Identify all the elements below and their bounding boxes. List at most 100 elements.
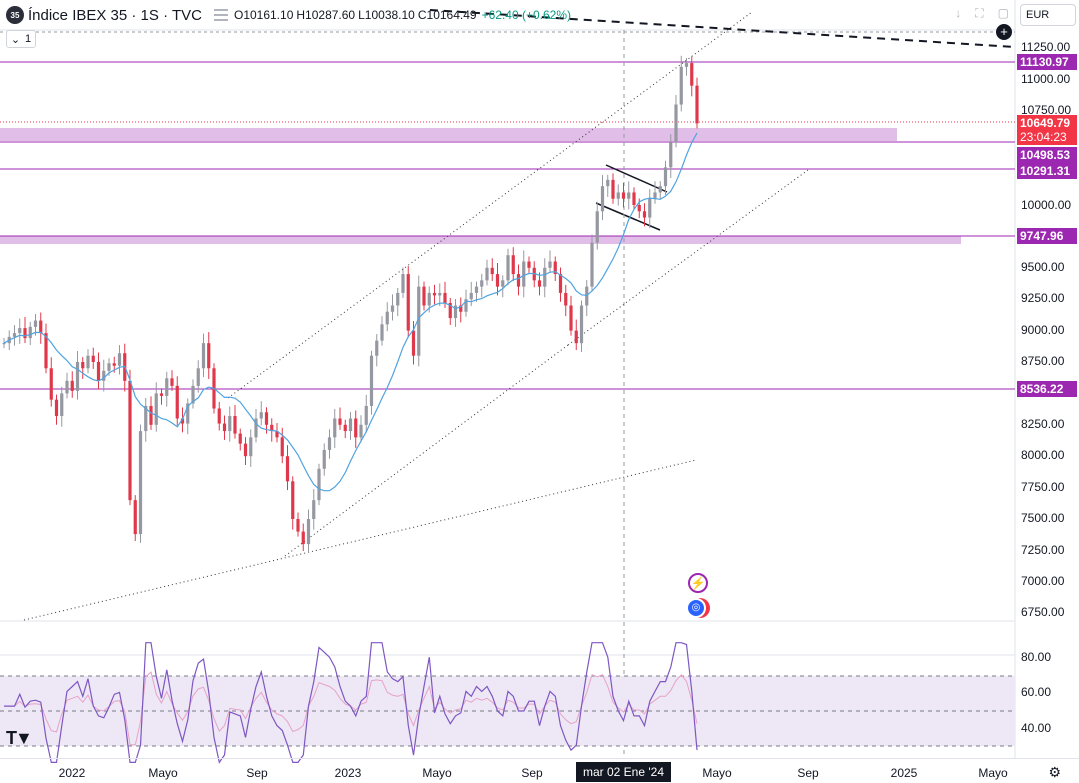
candle-body — [128, 380, 132, 501]
symbol-title[interactable]: Índice IBEX 35 · 1S · TVC — [28, 6, 202, 24]
candle-body — [138, 431, 143, 535]
candle-body — [333, 418, 337, 438]
candle-body — [422, 286, 426, 306]
candle-body — [175, 385, 179, 419]
time-tick: Mayo — [978, 766, 1008, 780]
candle-body — [228, 416, 232, 432]
settings-gear-icon[interactable]: ⚙ — [1048, 764, 1061, 780]
candle-body — [595, 211, 599, 243]
symbol-badge[interactable]: 35 — [6, 6, 24, 24]
down-arrow-icon[interactable]: ↓ — [955, 6, 962, 20]
ohlc-low: L10038.10 — [358, 8, 415, 22]
price-axis[interactable]: 11250.00 11000.00 10750.00 10000.00 9500… — [1015, 30, 1079, 758]
candle-body — [18, 328, 22, 334]
lightning-event-icon[interactable]: ⚡ — [688, 573, 708, 593]
add-plus-icon[interactable]: + — [996, 24, 1012, 40]
candle-body — [585, 286, 589, 306]
candle-body — [658, 186, 662, 193]
candle-body — [385, 311, 389, 325]
resistance-zone — [0, 128, 897, 141]
candle-body — [364, 405, 368, 425]
fullscreen-icon[interactable]: ▢ — [997, 6, 1009, 20]
maximize-icon[interactable]: ⛶ — [975, 6, 984, 20]
candle-body — [642, 211, 647, 218]
candle-body — [144, 405, 148, 432]
candle-body — [369, 355, 374, 406]
candle-body — [91, 355, 95, 362]
time-tick: Sep — [246, 766, 268, 780]
currency-selector[interactable]: EUR — [1020, 4, 1076, 26]
candle-body — [222, 423, 227, 432]
crosshair-time-label: mar 02 Ene '24 — [576, 762, 672, 782]
price-tick: 7500.00 — [1021, 511, 1065, 525]
ohlc-close: C10164.49 — [417, 8, 477, 22]
candle-body — [259, 412, 263, 419]
candle-body — [438, 292, 442, 296]
price-tick: 9500.00 — [1021, 260, 1065, 274]
candle-body — [348, 418, 353, 432]
candle-body — [390, 305, 395, 312]
candle-body — [469, 292, 473, 300]
candle-body — [285, 456, 290, 482]
candle-body — [112, 363, 116, 366]
candle-body — [506, 255, 510, 281]
candle-body — [270, 424, 274, 432]
candle-body — [663, 167, 668, 187]
candle-body — [653, 192, 657, 199]
price-tick: 8750.00 — [1021, 354, 1065, 368]
candle-body — [254, 418, 258, 438]
candle-body — [149, 405, 153, 425]
candle-body — [154, 393, 158, 425]
candle-body — [117, 353, 122, 366]
candle-body — [522, 261, 526, 287]
candle-body — [375, 340, 379, 356]
candle-body — [49, 368, 53, 400]
candle-body — [249, 437, 253, 457]
channel-lower-line-ext — [284, 344, 569, 557]
rsi-tick: 60.00 — [1021, 685, 1052, 699]
time-tick: 2022 — [58, 766, 86, 780]
candle-body — [480, 280, 484, 287]
candle-body — [338, 418, 342, 425]
candle-body — [579, 305, 584, 344]
candle-body — [490, 267, 494, 275]
candle-body — [427, 292, 431, 306]
level-label[interactable]: 10291.31 — [1017, 163, 1077, 179]
time-axis[interactable]: 2022 Mayo Sep 2023 Mayo Sep Mayo Sep 202… — [0, 758, 1079, 783]
price-tick: 7250.00 — [1021, 543, 1065, 557]
hide-legend-icon[interactable] — [213, 9, 228, 21]
candle-body — [60, 393, 64, 417]
level-label[interactable]: 8536.22 — [1017, 381, 1077, 397]
candle-body — [359, 424, 363, 438]
candle-body — [606, 179, 610, 187]
candle-body — [296, 519, 300, 532]
candle-body — [684, 63, 689, 67]
ohlc-high: H10287.60 — [296, 8, 356, 22]
earnings-event-icon[interactable]: ◎ — [686, 598, 710, 618]
candle-body — [627, 192, 631, 199]
level-label[interactable]: 9747.96 — [1017, 228, 1077, 244]
time-tick: 2023 — [334, 766, 362, 780]
candle-body — [343, 424, 347, 432]
candle-body — [186, 403, 190, 424]
candle-body — [170, 378, 174, 386]
candle-body — [695, 85, 699, 124]
chevron-down-icon: ⌄ — [10, 33, 21, 46]
time-tick: Sep — [797, 766, 819, 780]
price-tick: 9000.00 — [1021, 323, 1065, 337]
channel-lower-line — [567, 169, 809, 346]
moving-average-line — [3, 132, 698, 492]
candle-body — [616, 192, 620, 199]
last-price-label[interactable]: 10649.79 — [1017, 115, 1077, 131]
rsi-line — [4, 642, 698, 764]
candle-body — [354, 418, 358, 438]
level-label[interactable]: 10498.53 — [1017, 147, 1077, 163]
collapse-indicators-button[interactable]: ⌄ 1 — [6, 30, 36, 48]
level-label[interactable]: 11130.97 — [1017, 54, 1077, 70]
candle-body — [86, 355, 90, 369]
tradingview-logo-icon[interactable]: T▼ — [6, 728, 33, 748]
candle-body — [23, 328, 27, 339]
top-toolbar: ↓ ⛶ ▢ — [955, 6, 1009, 21]
candle-body — [54, 399, 59, 417]
